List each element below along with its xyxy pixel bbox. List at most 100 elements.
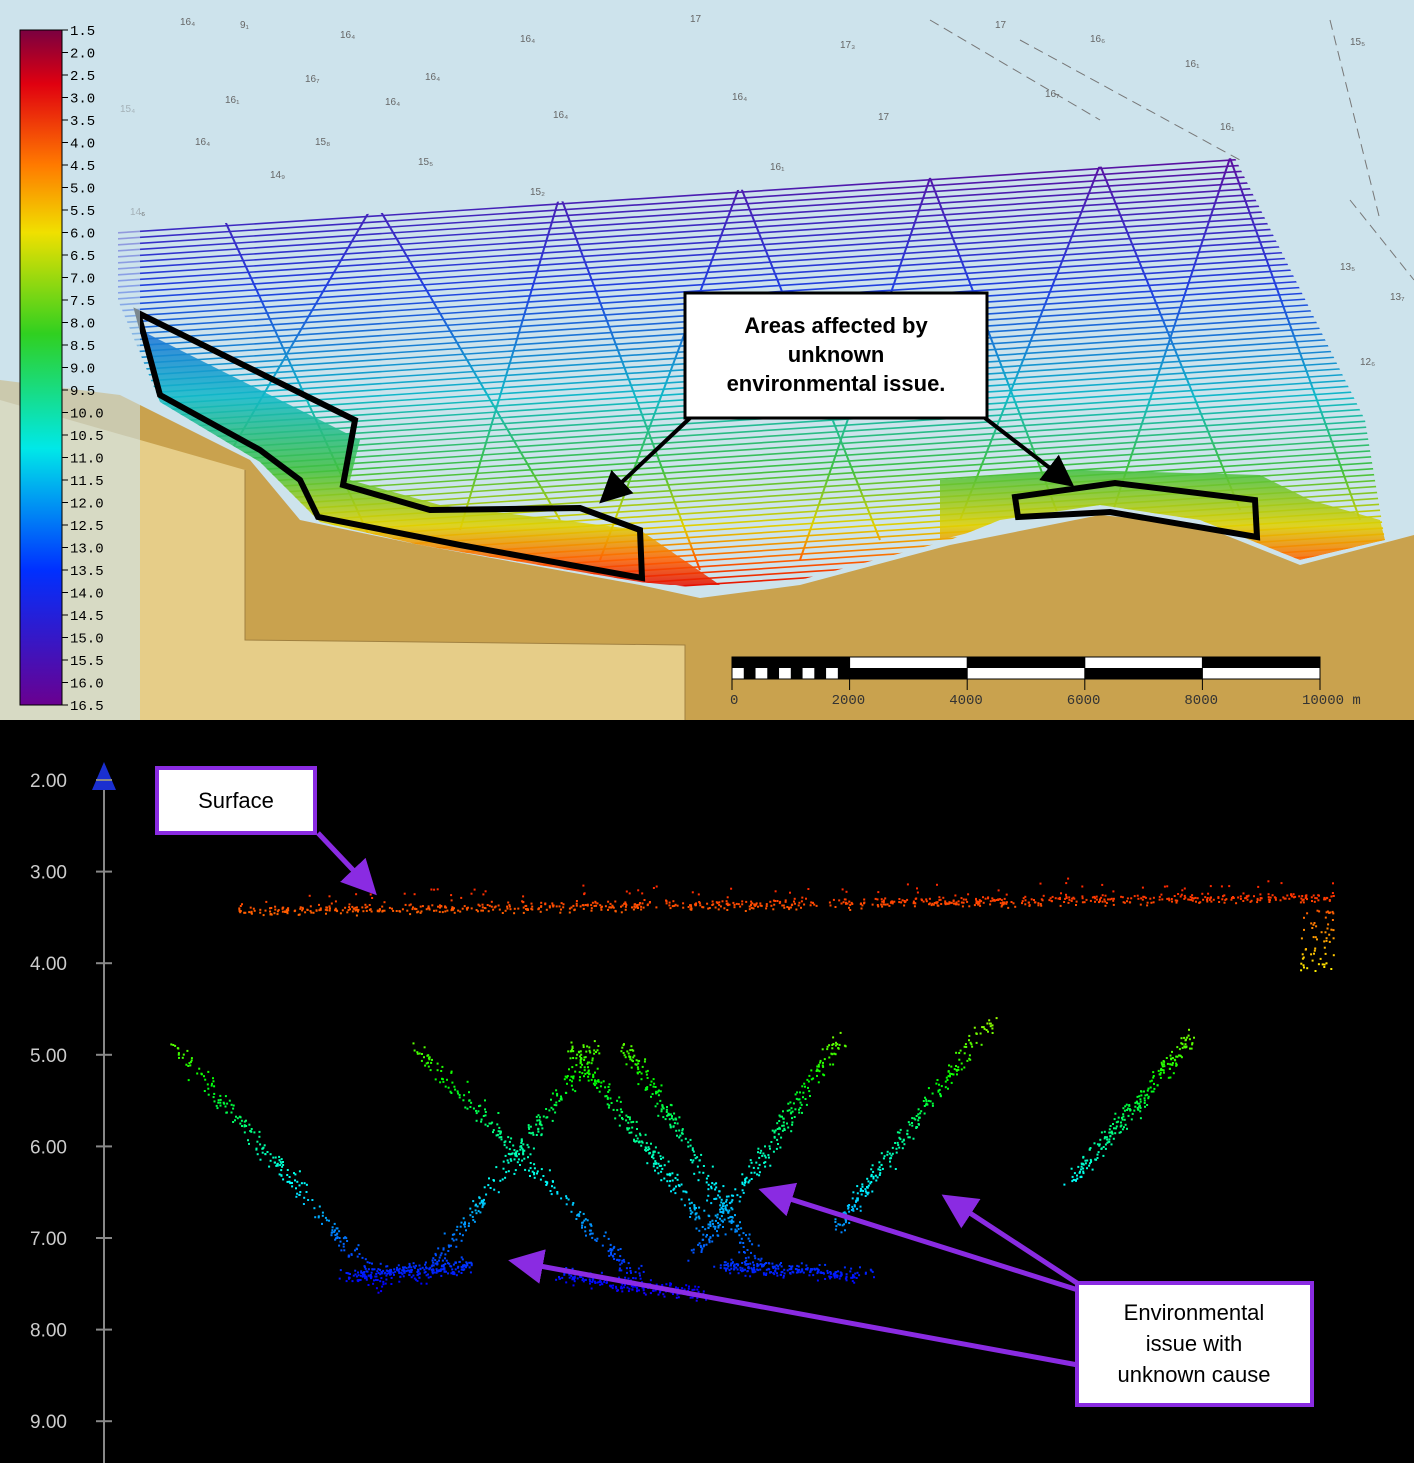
point [552, 904, 554, 906]
point [829, 1277, 831, 1279]
point [812, 1274, 814, 1276]
point [618, 1260, 620, 1262]
point [968, 1035, 970, 1037]
point [742, 1189, 744, 1191]
point [872, 904, 874, 906]
point [457, 1266, 459, 1268]
point [852, 1191, 854, 1193]
point [791, 1124, 793, 1126]
point [413, 1262, 415, 1264]
point [471, 1263, 473, 1265]
point [745, 1257, 747, 1259]
point [1184, 888, 1186, 890]
point [658, 1094, 660, 1096]
point [560, 1197, 562, 1199]
point [467, 1081, 469, 1083]
point [690, 904, 692, 906]
point [599, 1091, 601, 1093]
point [955, 1052, 957, 1054]
point [421, 1060, 423, 1062]
point [1097, 1157, 1099, 1159]
point [758, 1174, 760, 1176]
point [536, 1120, 538, 1122]
point [1144, 1097, 1146, 1099]
point [554, 1112, 556, 1114]
point [710, 1202, 712, 1204]
point [318, 904, 320, 906]
point [469, 1266, 471, 1268]
point [882, 1168, 884, 1170]
point [362, 1276, 364, 1278]
point [987, 1031, 989, 1033]
point [650, 1292, 652, 1294]
point [1022, 900, 1024, 902]
point [536, 1134, 538, 1136]
point [587, 1219, 589, 1221]
point [583, 908, 585, 910]
point [592, 1233, 594, 1235]
point [950, 1066, 952, 1068]
point [638, 1268, 640, 1270]
point [551, 1193, 553, 1195]
legend-label: 2.0 [70, 47, 95, 63]
point [574, 1090, 576, 1092]
point [1268, 901, 1270, 903]
point [626, 1050, 628, 1052]
point [1147, 1090, 1149, 1092]
point [687, 1260, 689, 1262]
point [682, 1190, 684, 1192]
point [630, 1045, 632, 1047]
point [620, 1108, 622, 1110]
point [295, 1196, 297, 1198]
point [521, 900, 523, 902]
point [591, 910, 593, 912]
point [1302, 958, 1304, 960]
point [852, 1275, 854, 1277]
point [599, 1284, 601, 1286]
point [474, 1221, 476, 1223]
point [356, 1248, 358, 1250]
point [870, 1175, 872, 1177]
point [1147, 902, 1149, 904]
point [601, 1272, 603, 1274]
point [348, 906, 350, 908]
point [296, 1181, 298, 1183]
point [1086, 899, 1088, 901]
point [550, 1190, 552, 1192]
point [478, 1210, 480, 1212]
scale-label: 2000 [832, 693, 866, 709]
point [499, 1136, 501, 1138]
point [1207, 893, 1209, 895]
point [578, 1213, 580, 1215]
point [381, 1272, 383, 1274]
point [240, 1116, 242, 1118]
point [484, 1108, 486, 1110]
point [990, 900, 992, 902]
point [775, 890, 777, 892]
point [589, 1278, 591, 1280]
point [630, 1272, 632, 1274]
point [728, 1195, 730, 1197]
point [435, 1254, 437, 1256]
point [260, 1159, 262, 1161]
point [570, 1057, 572, 1059]
point [795, 1093, 797, 1095]
point [907, 883, 909, 885]
point [655, 1091, 657, 1093]
point [1028, 902, 1030, 904]
point [971, 1046, 973, 1048]
point [806, 1268, 808, 1270]
point [563, 903, 565, 905]
point [995, 899, 997, 901]
point [961, 1063, 963, 1065]
point [565, 1281, 567, 1283]
point [481, 1200, 483, 1202]
point [801, 1085, 803, 1087]
point [787, 1269, 789, 1271]
point [487, 1125, 489, 1127]
point [692, 1289, 694, 1291]
point [352, 1280, 354, 1282]
point [895, 1168, 897, 1170]
point [743, 1192, 745, 1194]
point [291, 1185, 293, 1187]
